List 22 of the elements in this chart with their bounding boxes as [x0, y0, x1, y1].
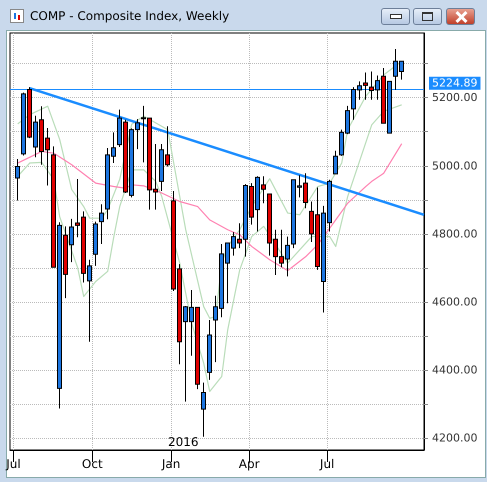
line-series: [17, 104, 402, 392]
y-tick-label: 4200.00: [432, 432, 478, 445]
x-tick-label: Jul: [5, 457, 21, 471]
y-tick-label: 4400.00: [432, 364, 478, 377]
chart-title: COMP - Composite Index, Weekly: [30, 9, 230, 23]
y-tick-label: 5200.00: [432, 91, 478, 104]
candlestick: [93, 221, 98, 266]
candlestick: [207, 319, 212, 380]
x-tick-label: Jan: [160, 457, 180, 471]
x-tick-label: Jul: [318, 457, 334, 471]
y-tick-label: 4600.00: [432, 295, 478, 308]
x-tick-label: Oct: [82, 457, 103, 471]
annotation: 2016: [168, 435, 199, 449]
line-series: [17, 143, 402, 272]
y-tick-label: 5000.00: [432, 159, 478, 172]
y-tick-label: 4800.00: [432, 227, 478, 240]
candlestick: [333, 150, 338, 174]
ref-line-label: 5224.89: [432, 76, 478, 90]
candlestick: [15, 158, 20, 201]
candlestick: [201, 382, 206, 438]
x-tick-label: Apr: [238, 457, 260, 471]
candlestick: [99, 204, 104, 245]
